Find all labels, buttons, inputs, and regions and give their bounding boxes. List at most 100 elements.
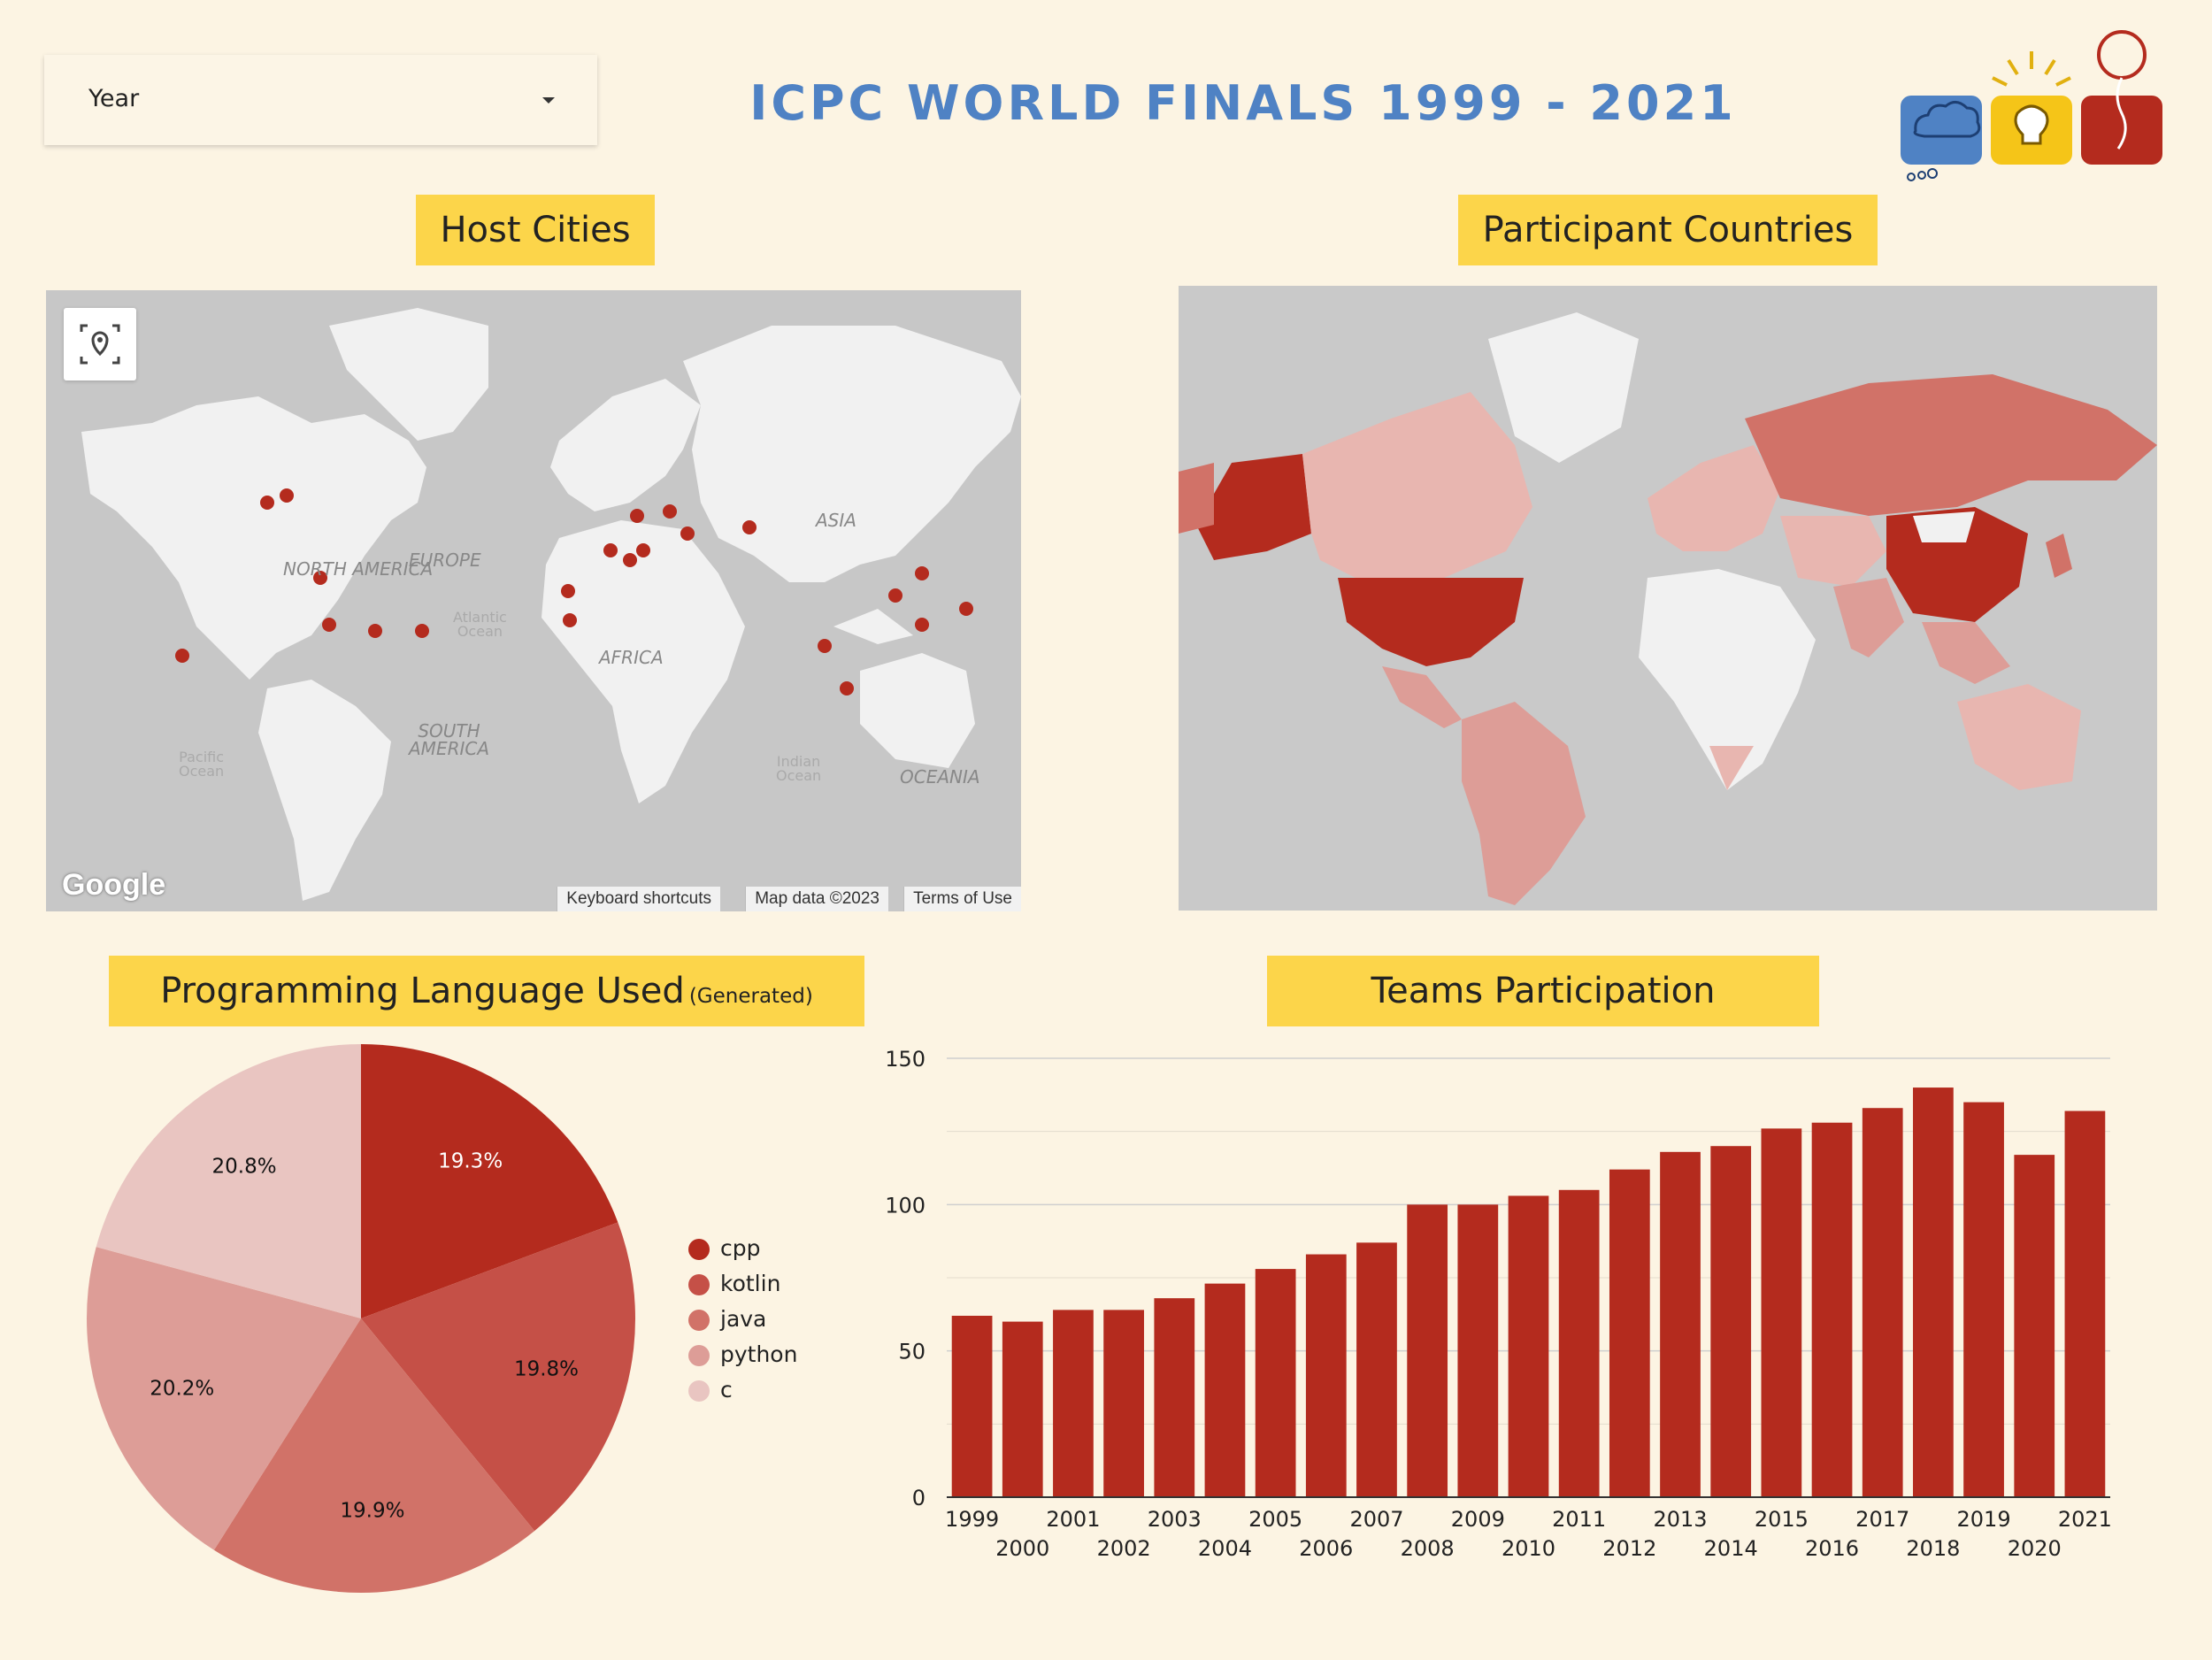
y-tick-label: 150: [885, 1047, 926, 1072]
legend-swatch: [688, 1310, 710, 1331]
x-tick-label: 2004: [1198, 1536, 1252, 1561]
year-filter-dropdown[interactable]: Year: [44, 55, 597, 145]
bar-2010[interactable]: [1508, 1195, 1549, 1497]
label-oceania: OCEANIA: [900, 766, 980, 788]
x-tick-label: 2015: [1755, 1507, 1809, 1532]
host-cities-header: Host Cities: [416, 195, 655, 265]
x-tick-label: 2011: [1552, 1507, 1606, 1532]
pie-slice-python[interactable]: [87, 1247, 361, 1550]
legend-swatch: [688, 1345, 710, 1366]
x-tick-label: 2010: [1502, 1536, 1555, 1561]
bar-2015[interactable]: [1761, 1128, 1802, 1497]
pie-slice-c[interactable]: [96, 1044, 361, 1318]
chevron-down-icon: [542, 97, 555, 104]
x-tick-label: 2008: [1401, 1536, 1455, 1561]
x-tick-label: 2020: [2008, 1536, 2062, 1561]
locate-button[interactable]: [64, 308, 136, 380]
host-cities-map[interactable]: NORTH AMERICA EUROPE AFRICA ASIA SOUTH A…: [46, 290, 1021, 911]
host-cities-header-text: Host Cities: [440, 210, 631, 250]
bar-1999[interactable]: [951, 1315, 993, 1497]
bar-2019[interactable]: [1963, 1102, 2004, 1497]
y-tick-label: 100: [885, 1193, 926, 1218]
teams-participation-header-text: Teams Participation: [1371, 971, 1716, 1011]
teams-participation-bar-chart: 0 50 100 150 1999 2000 2001 2002 2003 2004 2005 200…: [885, 1047, 2112, 1561]
pie-value-label-python: 20.2%: [150, 1378, 214, 1401]
bar-2002[interactable]: [1103, 1310, 1144, 1497]
bar-2011[interactable]: [1558, 1189, 1600, 1497]
bar-2016[interactable]: [1811, 1122, 1853, 1497]
map-data-link[interactable]: Map data ©2023: [745, 887, 888, 911]
x-tick-label: 2019: [1957, 1507, 2011, 1532]
bar-2013[interactable]: [1660, 1151, 1701, 1497]
pie-value-label-cpp: 19.3%: [438, 1150, 503, 1173]
terms-of-use-link[interactable]: Terms of Use: [903, 887, 1021, 911]
bar-2001[interactable]: [1053, 1310, 1094, 1497]
label-atlantic-ocean: Atlantic Ocean: [453, 609, 507, 640]
bar-2003[interactable]: [1154, 1298, 1195, 1497]
programming-language-pie-chart: 19.3% 19.8% 19.9% 20.2% 20.8%: [87, 1044, 635, 1593]
legend-swatch: [688, 1380, 710, 1402]
bar-2008[interactable]: [1407, 1204, 1448, 1497]
label-indian-ocean: Indian Ocean: [776, 753, 822, 784]
legend-label: kotlin: [720, 1271, 781, 1296]
bar-2017[interactable]: [1862, 1108, 1903, 1497]
bar-2021[interactable]: [2064, 1111, 2106, 1497]
bar-2014[interactable]: [1710, 1146, 1752, 1497]
pie-slice-cpp[interactable]: [361, 1044, 618, 1318]
bar-2018[interactable]: [1913, 1087, 1954, 1497]
location-pin-icon: [80, 324, 120, 365]
bar-2000[interactable]: [1002, 1321, 1043, 1497]
pie-value-label-java: 19.9%: [340, 1500, 404, 1523]
google-logo: Google: [62, 868, 166, 902]
label-north-america: NORTH AMERICA: [283, 558, 434, 580]
pie-value-label-c: 20.8%: [212, 1156, 277, 1179]
bar-2012[interactable]: [1609, 1169, 1650, 1497]
legend-label: java: [720, 1306, 767, 1332]
year-filter-label: Year: [88, 85, 140, 112]
x-tick-label: 2021: [2058, 1507, 2112, 1532]
x-tick-label: 2003: [1148, 1507, 1202, 1532]
x-tick-label: 2001: [1046, 1507, 1100, 1532]
x-tick-label: 2007: [1349, 1507, 1403, 1532]
legend-swatch: [688, 1239, 710, 1260]
participant-countries-header-text: Participant Countries: [1482, 210, 1854, 250]
label-africa: AFRICA: [599, 647, 664, 668]
programming-language-header-note: (Generated): [688, 985, 813, 1008]
y-tick-label: 50: [898, 1340, 926, 1364]
pie-slice-kotlin[interactable]: [361, 1222, 635, 1532]
label-pacific-ocean: Pacific Ocean: [179, 749, 225, 780]
label-europe: EUROPE: [409, 549, 481, 571]
host-city-markers: [175, 488, 973, 696]
x-tick-label: 2012: [1602, 1536, 1656, 1561]
legend-swatch: [688, 1274, 710, 1295]
participant-countries-map[interactable]: [1179, 286, 2157, 911]
page-title: ICPC WORLD FINALS 1999 - 2021: [749, 75, 1737, 131]
bar-2005[interactable]: [1255, 1269, 1296, 1497]
participant-countries-header: Participant Countries: [1458, 195, 1878, 265]
bar-2009[interactable]: [1457, 1204, 1499, 1497]
bar-2004[interactable]: [1204, 1283, 1246, 1497]
teams-participation-header: Teams Participation: [1267, 956, 1819, 1026]
x-tick-label: 2005: [1248, 1507, 1302, 1532]
x-tick-label: 2009: [1451, 1507, 1505, 1532]
x-tick-label: 2002: [1097, 1536, 1151, 1561]
legend-label: cpp: [720, 1235, 761, 1261]
x-tick-label: 2018: [1906, 1536, 1960, 1561]
pie-slice-java[interactable]: [213, 1318, 535, 1593]
participant-countries-choropleth: [1179, 312, 2157, 905]
y-tick-label: 0: [912, 1486, 926, 1510]
x-tick-label: 2013: [1653, 1507, 1707, 1532]
icpc-logo-icon: [1901, 30, 2162, 181]
legend-label: python: [720, 1341, 798, 1367]
pie-value-label-kotlin: 19.8%: [514, 1358, 579, 1381]
keyboard-shortcuts-link[interactable]: Keyboard shortcuts: [557, 887, 720, 911]
bar-2020[interactable]: [2014, 1155, 2055, 1497]
x-tick-label: 2006: [1299, 1536, 1353, 1561]
bar-2006[interactable]: [1305, 1254, 1347, 1497]
programming-language-header-text: Programming Language Used: [160, 971, 685, 1011]
x-tick-label: 1999: [945, 1507, 999, 1532]
host-cities-basemap: [81, 308, 1021, 901]
bar-2007[interactable]: [1356, 1242, 1397, 1497]
programming-language-header: Programming Language Used (Generated): [109, 956, 864, 1026]
label-asia: ASIA: [816, 510, 856, 531]
